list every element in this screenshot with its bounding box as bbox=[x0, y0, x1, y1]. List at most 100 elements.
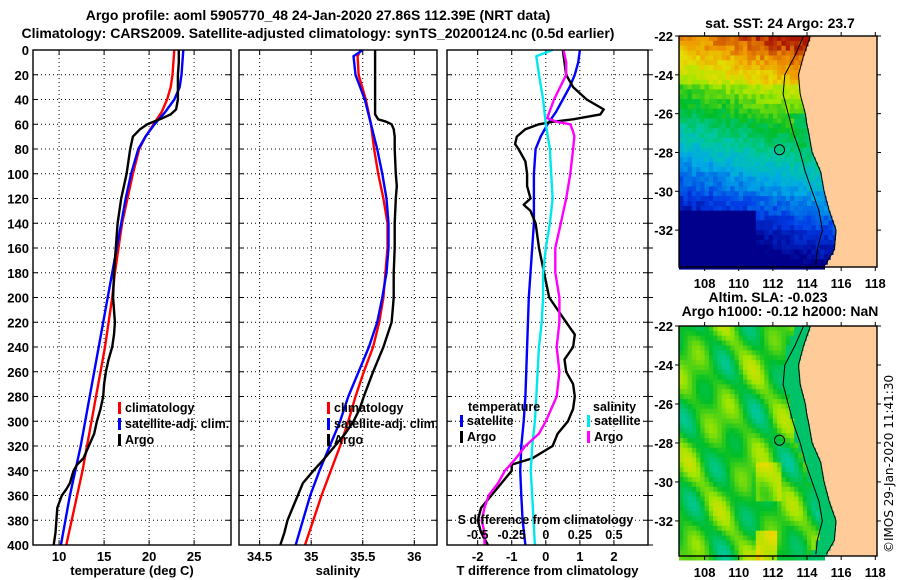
ocean-cell bbox=[708, 147, 714, 154]
ocean-cell bbox=[696, 205, 701, 212]
ocean-cell bbox=[785, 94, 791, 100]
ocean-cell bbox=[721, 452, 727, 459]
ocean-cell bbox=[794, 186, 800, 192]
ocean-cell bbox=[700, 113, 706, 120]
ocean-cell bbox=[708, 176, 714, 183]
ocean-cell bbox=[764, 447, 770, 454]
ocean-cell bbox=[828, 239, 834, 246]
ocean-cell bbox=[768, 65, 774, 71]
ocean-cell bbox=[738, 235, 744, 241]
ocean-cell bbox=[734, 467, 740, 473]
ocean-cell bbox=[700, 423, 706, 429]
ocean-cell bbox=[764, 176, 770, 183]
ocean-cell bbox=[755, 45, 761, 52]
ocean-cell bbox=[755, 486, 761, 493]
ocean-cell bbox=[708, 496, 714, 503]
ocean-cell bbox=[683, 55, 689, 61]
ocean-cell bbox=[751, 230, 757, 236]
ocean-cell bbox=[785, 506, 791, 512]
ocean-cell bbox=[777, 74, 782, 81]
ocean-cell bbox=[730, 186, 736, 192]
ocean-cell bbox=[751, 249, 757, 255]
ocean-cell bbox=[738, 45, 744, 52]
ocean-cell bbox=[755, 350, 761, 356]
ocean-cell bbox=[751, 220, 757, 226]
ocean-cell bbox=[785, 113, 791, 120]
ocean-cell bbox=[687, 201, 693, 207]
ocean-cell bbox=[691, 171, 697, 178]
ocean-cell bbox=[802, 123, 808, 129]
ocean-cell bbox=[734, 196, 740, 202]
ocean-cell bbox=[785, 171, 791, 178]
ocean-cell bbox=[777, 467, 782, 473]
ocean-cell bbox=[708, 108, 714, 115]
ocean-cell bbox=[777, 433, 782, 439]
ocean-cell bbox=[704, 118, 710, 124]
ocean-cell bbox=[743, 326, 748, 332]
ocean-cell bbox=[704, 433, 710, 439]
ocean-cell bbox=[730, 220, 736, 226]
ocean-cell bbox=[713, 350, 718, 356]
ocean-cell bbox=[691, 399, 697, 405]
ocean-cell bbox=[764, 540, 770, 546]
ocean-cell bbox=[696, 360, 701, 366]
argo-position-marker bbox=[774, 434, 786, 446]
ocean-cell bbox=[700, 230, 706, 236]
ocean-cell bbox=[747, 428, 753, 434]
ocean-cell bbox=[721, 40, 727, 47]
ocean-cell bbox=[738, 147, 744, 154]
ocean-cell bbox=[802, 259, 808, 265]
ocean-cell bbox=[785, 423, 791, 429]
ocean-cell bbox=[743, 167, 748, 173]
y-tick-label: 60 bbox=[15, 117, 29, 132]
ocean-cell bbox=[777, 511, 782, 517]
ocean-cell bbox=[794, 50, 800, 57]
ocean-cell bbox=[691, 525, 697, 532]
ocean-cell bbox=[738, 330, 744, 337]
ocean-cell bbox=[738, 152, 744, 158]
ocean-cell bbox=[751, 191, 757, 197]
ocean-cell bbox=[755, 225, 761, 231]
ocean-cell bbox=[772, 171, 778, 178]
ocean-cell bbox=[691, 103, 697, 110]
ocean-cell bbox=[789, 462, 795, 468]
ocean-cell bbox=[772, 389, 778, 395]
ocean-cell bbox=[824, 235, 829, 241]
ocean-cell bbox=[734, 477, 740, 483]
ocean-cell bbox=[811, 225, 817, 231]
ocean-cell bbox=[777, 477, 782, 483]
ocean-cell bbox=[764, 545, 770, 551]
ocean-cell bbox=[807, 428, 811, 434]
ocean-cell bbox=[687, 205, 693, 212]
ocean-cell bbox=[725, 147, 731, 154]
ocean-cell bbox=[738, 555, 744, 561]
ocean-cell bbox=[747, 89, 753, 95]
ocean-cell bbox=[802, 496, 808, 503]
ocean-cell bbox=[760, 525, 765, 532]
ocean-cell bbox=[708, 472, 714, 478]
ocean-cell bbox=[743, 133, 748, 139]
ocean-cell bbox=[743, 99, 748, 105]
ocean-cell bbox=[734, 501, 740, 507]
ocean-cell bbox=[704, 486, 710, 493]
ocean-cell bbox=[751, 45, 757, 52]
ocean-cell bbox=[743, 442, 748, 449]
ocean-cell bbox=[768, 181, 774, 188]
ocean-cell bbox=[798, 452, 804, 459]
ocean-cell bbox=[781, 196, 787, 202]
ocean-cell bbox=[730, 254, 736, 260]
ocean-cell bbox=[721, 118, 727, 124]
ocean-cell bbox=[691, 210, 697, 217]
axes-frame bbox=[238, 49, 438, 546]
ocean-cell bbox=[679, 205, 684, 212]
ocean-cell bbox=[755, 379, 761, 386]
ocean-cell bbox=[717, 525, 723, 532]
ocean-cell bbox=[760, 40, 765, 47]
ocean-cell bbox=[815, 516, 821, 522]
ocean-cell bbox=[819, 555, 825, 561]
ocean-cell bbox=[764, 438, 770, 444]
ocean-cell bbox=[721, 70, 727, 76]
ocean-cell bbox=[700, 555, 706, 561]
ocean-cell bbox=[696, 235, 701, 241]
ocean-cell bbox=[696, 84, 701, 90]
